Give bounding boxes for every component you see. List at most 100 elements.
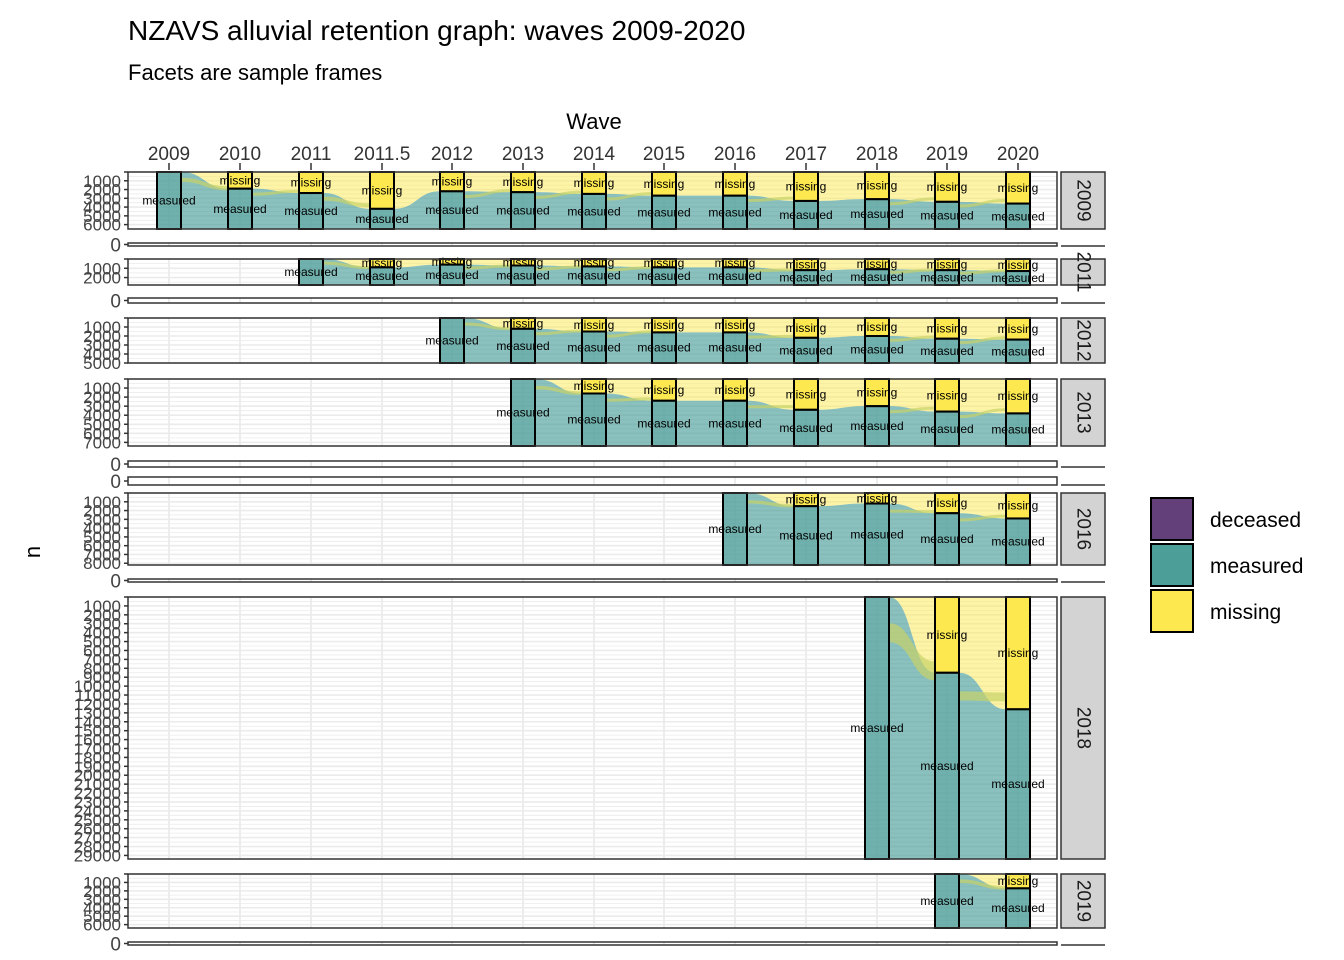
flow-measured: [606, 193, 652, 229]
flow-measured: [676, 400, 723, 446]
flow-missing: [747, 379, 794, 410]
flow-transition: [889, 406, 935, 414]
y-tick-label: 1000: [83, 873, 121, 892]
stratum-label: measured: [142, 194, 195, 208]
panel-border: [127, 873, 1058, 929]
flow-measured: [464, 191, 511, 229]
stratum-label: missing: [574, 318, 615, 332]
legend-item-missing: missing: [1150, 589, 1281, 633]
y-tick-label: 0: [110, 292, 121, 313]
y-tick-label: 2000: [83, 606, 121, 625]
stratum-label: measured: [637, 341, 690, 355]
legend-item-deceased: deceased: [1150, 497, 1301, 541]
y-tick-label: 4000: [83, 519, 121, 538]
y-tick-label: 21000: [74, 775, 121, 794]
flow-missing: [676, 318, 723, 333]
facet-panel: 0: [110, 455, 1105, 476]
panel-background: [128, 579, 1057, 582]
flow-measured: [606, 393, 652, 446]
stratum-label: measured: [496, 339, 549, 353]
stratum-label: measured: [708, 341, 761, 355]
chart-title: NZAVS alluvial retention graph: waves 20…: [128, 15, 745, 46]
y-tick-label: 2000: [83, 388, 121, 407]
flow-measured: [535, 192, 582, 229]
stratum-measured: [793, 505, 819, 567]
stratum-label: missing: [857, 179, 898, 193]
stratum-label: measured: [496, 268, 549, 282]
stratum-label: measured: [779, 421, 832, 435]
stratum-measured: [1005, 887, 1031, 929]
panel-background: [128, 942, 1057, 945]
flow-transition: [747, 196, 794, 203]
flow-measured: [394, 264, 440, 285]
flow-missing: [889, 318, 935, 339]
stratum-label: missing: [786, 179, 827, 193]
stratum-label: measured: [708, 205, 761, 219]
flow-transition: [747, 334, 794, 339]
flow-measured: [676, 267, 723, 285]
y-tick-label: 17000: [74, 739, 121, 758]
flow-transition: [181, 177, 228, 191]
flow-measured: [818, 503, 865, 565]
flow-transition: [606, 266, 652, 272]
y-tick-label: 11000: [75, 686, 121, 705]
y-tick-label: 28000: [74, 838, 121, 857]
stratum-label: measured: [637, 269, 690, 283]
y-tick-label: 4000: [83, 345, 121, 364]
stratum-label: measured: [920, 422, 973, 436]
stratum-label: measured: [779, 208, 832, 222]
panel-background: [128, 461, 1057, 467]
y-tick-label: 7000: [83, 545, 121, 564]
flow-missing: [889, 172, 935, 202]
flow-transition: [959, 198, 1006, 208]
flow-missing: [889, 379, 935, 412]
flow-measured: [818, 406, 865, 446]
y-axis-title: n: [20, 546, 45, 558]
stratum-measured: [722, 194, 748, 231]
flow-measured: [959, 338, 1006, 363]
x-tick-label: 2016: [714, 144, 756, 165]
flow-transition: [889, 623, 935, 681]
y-tick-label: 0: [110, 455, 121, 476]
stratum-label: measured: [708, 416, 761, 430]
flow-measured: [606, 266, 652, 285]
facet-strip-label: 2009: [1073, 179, 1094, 221]
x-tick-label: 2014: [573, 144, 616, 165]
stratum-label: missing: [786, 387, 827, 401]
y-tick-label: 1000: [83, 318, 121, 337]
flow-transition: [535, 190, 582, 199]
stratum-label: measured: [920, 759, 973, 773]
stratum-measured: [651, 194, 677, 231]
stratum-label: missing: [786, 493, 827, 507]
stratum-label: measured: [779, 343, 832, 357]
stratum-label: measured: [920, 344, 973, 358]
stratum-label: missing: [644, 318, 685, 332]
x-axis-title: Wave: [566, 109, 621, 134]
stratum-label: measured: [708, 522, 761, 536]
facet-panel: measured missing measured missing measured mi…: [83, 378, 1106, 452]
y-tick-label: 5000: [83, 207, 121, 226]
facet-strip-label: 2012: [1073, 319, 1094, 361]
y-tick-label: 1000: [83, 597, 121, 616]
flow-missing: [747, 172, 794, 201]
facet-strip: [1060, 171, 1106, 230]
flow-missing: [959, 318, 1006, 340]
facet-panel: 0: [110, 292, 1105, 313]
flow-missing: [959, 493, 1006, 519]
facet-strip-label: 2018: [1073, 707, 1094, 749]
flow-transition: [889, 197, 935, 206]
flow-measured: [676, 195, 723, 229]
flow-missing: [959, 597, 1006, 710]
flow-measured: [394, 191, 440, 229]
stratum-label: missing: [927, 388, 968, 402]
panel-border: [127, 171, 1058, 230]
facet-strip-label: 2019: [1073, 880, 1094, 922]
facet-panel: 0: [110, 572, 1105, 593]
flow-missing: [252, 172, 299, 194]
stratum-label: missing: [715, 318, 756, 332]
y-tick-label: 5000: [83, 354, 121, 373]
flow-measured: [818, 199, 865, 229]
facet-panel: measured missing measured missing measured mi…: [83, 316, 1106, 373]
stratum-label: measured: [213, 202, 266, 216]
